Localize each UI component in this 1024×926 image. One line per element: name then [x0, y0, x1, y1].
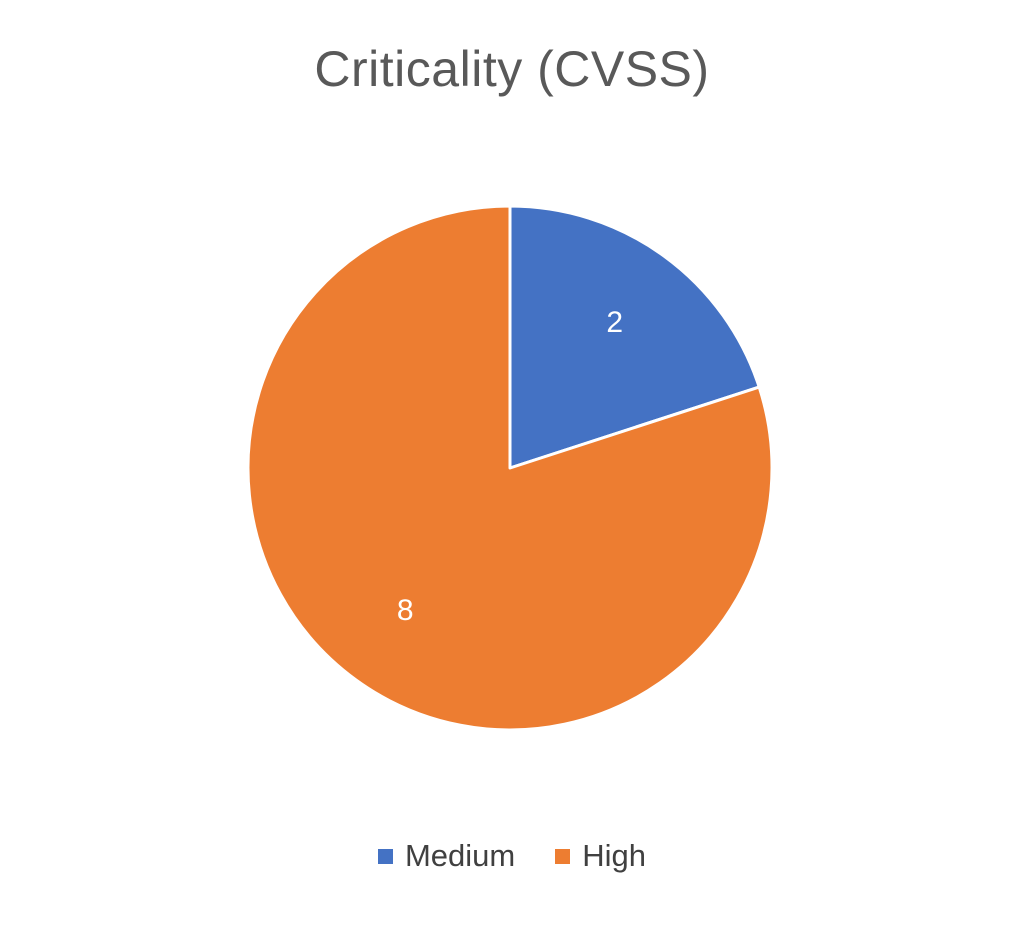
data-label-medium: 2	[606, 306, 623, 339]
pie-slices	[246, 204, 774, 732]
pie-slice-high	[246, 204, 774, 732]
legend-label-medium: Medium	[404, 838, 516, 873]
legend-label-high: High	[582, 838, 647, 873]
legend-swatch-medium	[377, 848, 393, 864]
chart-title: Criticality (CVSS)	[314, 41, 710, 97]
pie-slice-medium	[508, 204, 761, 470]
data-label-high: 8	[397, 594, 414, 627]
legend-swatch-high	[555, 848, 571, 864]
pie-data-labels: 28	[397, 306, 623, 627]
legend: Medium High	[0, 838, 1024, 874]
legend-item-medium: Medium	[377, 838, 516, 874]
legend-item-high: High	[555, 838, 646, 874]
